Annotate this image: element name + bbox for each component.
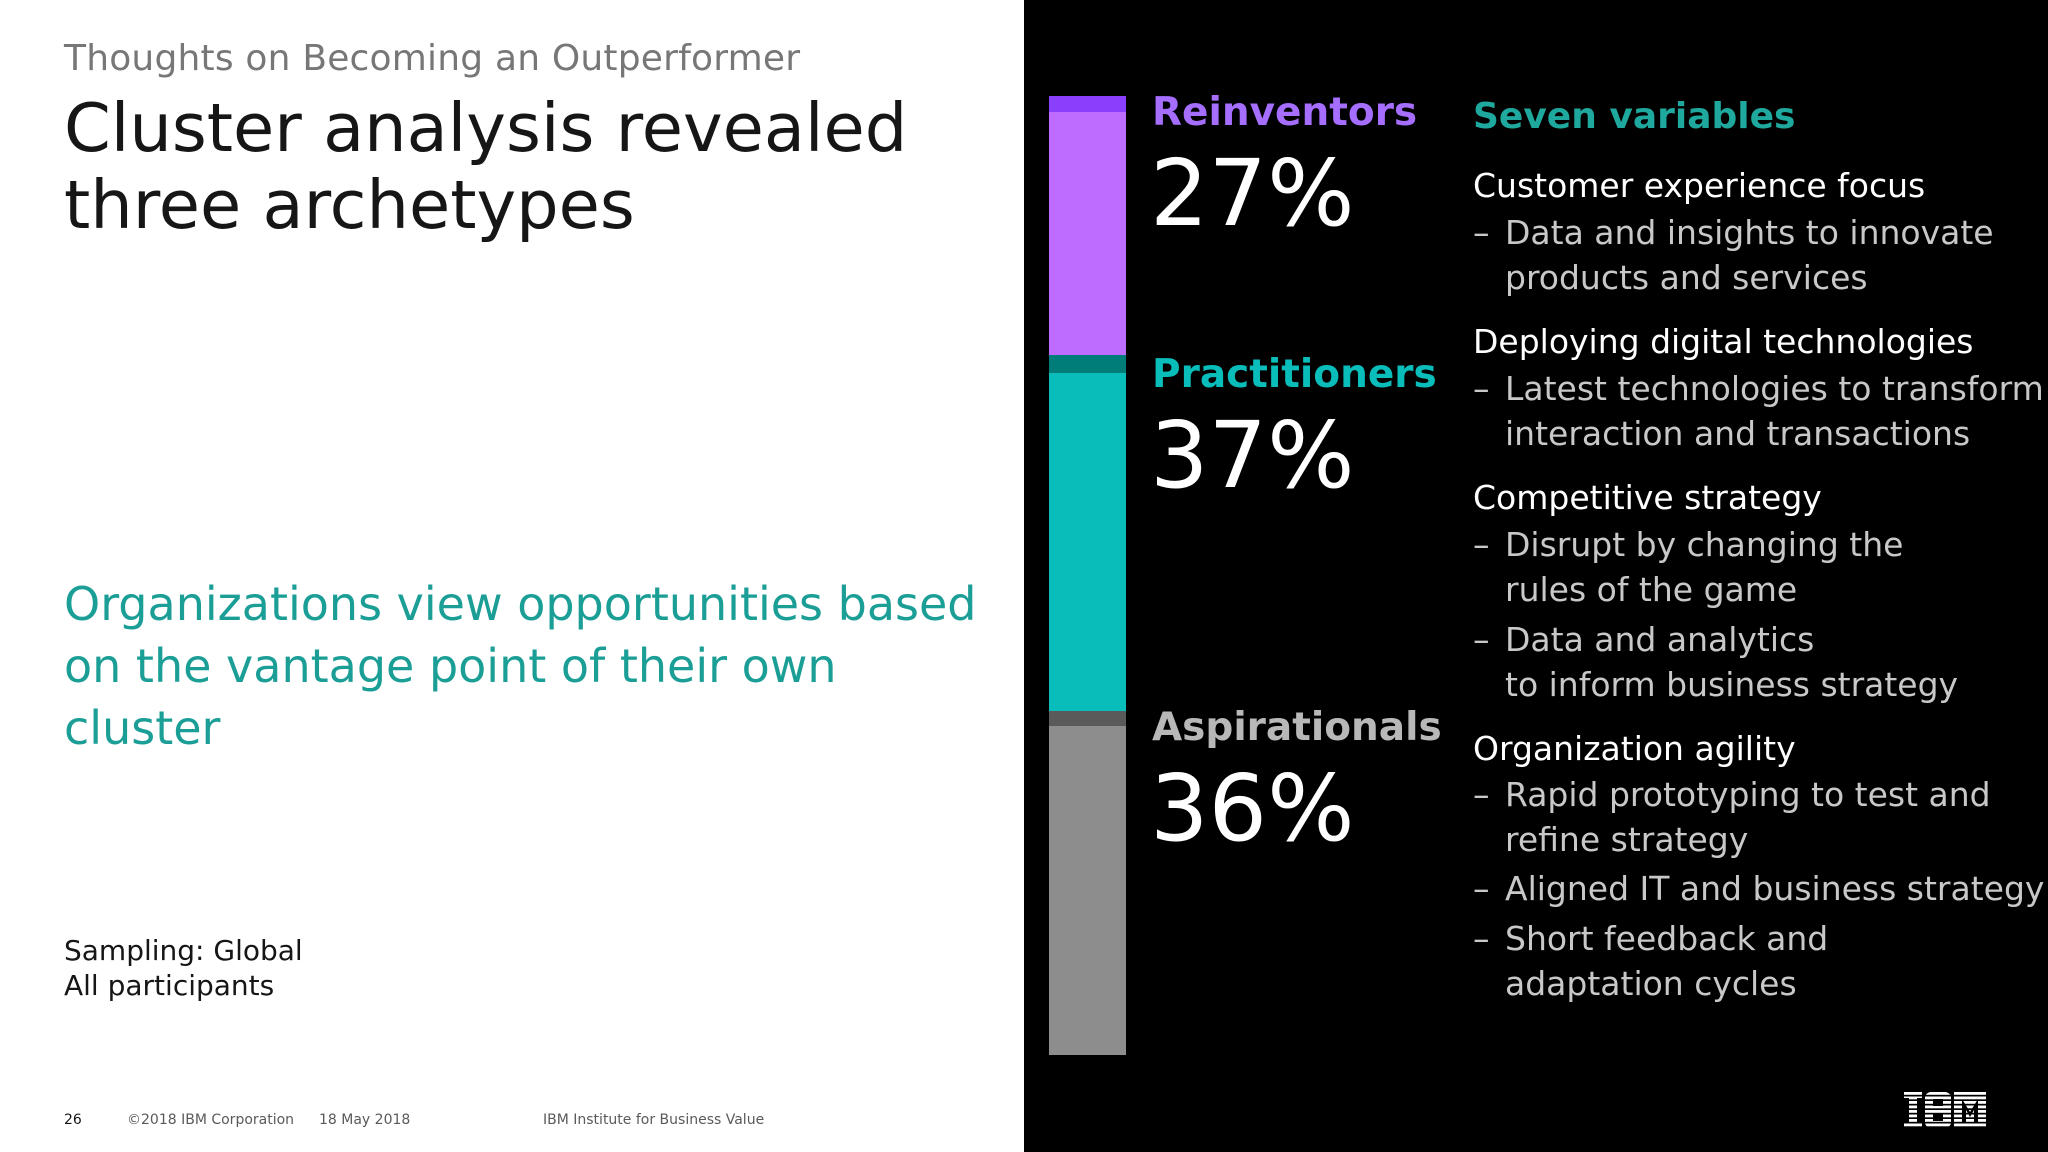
dash-bullet: –: [1473, 369, 1490, 408]
variable-item-line: rules of the game: [1505, 570, 1798, 609]
variable-item-line: interaction and transactions: [1505, 414, 1971, 453]
reinventors-bar-cap: [1049, 96, 1126, 112]
variable-heading: Customer experience focus: [1473, 166, 1926, 205]
variable-item-line: to inform business strategy: [1505, 665, 1959, 704]
aspirationals-bar-cap: [1049, 711, 1126, 726]
subtitle: Organizations view opportunities based o…: [64, 573, 1004, 759]
ibm-logo: [1904, 1092, 1986, 1128]
practitioners-percent: 37%: [1150, 402, 1355, 509]
reinventors-bar-segment: [1049, 112, 1126, 355]
dash-bullet: –: [1473, 775, 1490, 814]
kicker: Thoughts on Becoming an Outperformer: [64, 38, 801, 79]
variable-item-line: Short feedback and: [1505, 919, 1829, 958]
footer-source: IBM Institute for Business Value: [543, 1112, 765, 1128]
dash-bullet: –: [1473, 620, 1490, 659]
reinventors-label: Reinventors: [1152, 90, 1418, 135]
footer-date: 18 May 2018: [319, 1112, 411, 1128]
variable-item-line: Disrupt by changing the: [1505, 525, 1904, 564]
variable-heading: Deploying digital technologies: [1473, 322, 1974, 361]
variable-item-line: Data and insights to innovate: [1505, 213, 1994, 252]
sampling-note: Sampling: Global All participants: [64, 933, 303, 1003]
dash-bullet: –: [1473, 213, 1490, 252]
aspirationals-bar-segment: [1049, 726, 1126, 1055]
practitioners-bar-segment: [1049, 373, 1126, 711]
variable-item-line: Data and analytics: [1505, 620, 1815, 659]
title-line-2: three archetypes: [64, 166, 635, 244]
sampling-line-2: All participants: [64, 969, 275, 1002]
footer-copyright: ©2018 IBM Corporation: [127, 1112, 295, 1128]
practitioners-bar-cap: [1049, 355, 1126, 373]
dash-bullet: –: [1473, 869, 1490, 908]
page-title: Cluster analysis revealed three archetyp…: [64, 90, 964, 244]
dash-bullet: –: [1473, 919, 1490, 958]
variable-item-line: products and services: [1505, 258, 1868, 297]
variable-heading: Competitive strategy: [1473, 478, 1822, 517]
subtitle-line-1: Organizations view opportunities based: [64, 577, 977, 631]
aspirationals-label: Aspirationals: [1152, 705, 1442, 750]
variable-item-line: Aligned IT and business strategy: [1505, 869, 2045, 908]
reinventors-percent: 27%: [1150, 140, 1355, 247]
left-panel: Thoughts on Becoming an Outperformer Clu…: [64, 38, 1004, 1128]
subtitle-line-2: on the vantage point of their own cluste…: [64, 639, 837, 755]
page-number: 26: [64, 1112, 82, 1128]
sampling-line-1: Sampling: Global: [64, 934, 303, 967]
title-line-1: Cluster analysis revealed: [64, 89, 908, 167]
variable-item-line: adaptation cycles: [1505, 964, 1797, 1003]
dash-bullet: –: [1473, 525, 1490, 564]
variables-title: Seven variables: [1473, 96, 1796, 137]
variable-item-line: Rapid prototyping to test and: [1505, 775, 1991, 814]
aspirationals-percent: 36%: [1150, 755, 1355, 862]
right-panel: [1024, 0, 2048, 1152]
variable-item-line: Latest technologies to transform: [1505, 369, 2044, 408]
variable-item-line: refine strategy: [1505, 820, 1749, 859]
variable-heading: Organization agility: [1473, 729, 1796, 768]
practitioners-label: Practitioners: [1152, 352, 1437, 397]
